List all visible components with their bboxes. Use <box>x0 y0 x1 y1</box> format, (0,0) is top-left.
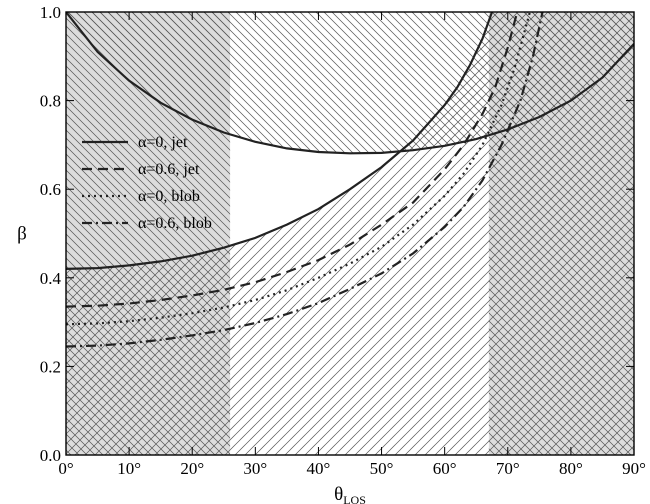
x-tick-label-0: 0° <box>58 459 73 478</box>
legend-label-0: α=0, jet <box>138 134 188 151</box>
y-tick-label-1: 0.2 <box>40 357 61 376</box>
legend-label-3: α=0.6, blob <box>138 215 212 232</box>
legend-label-2: α=0, blob <box>138 188 200 205</box>
hatched-regions <box>66 12 634 455</box>
x-tick-label-1: 10° <box>117 459 141 478</box>
y-tick-label-3: 0.6 <box>40 180 61 199</box>
plot-frame <box>65 11 635 456</box>
x-tick-label-8: 80° <box>559 459 583 478</box>
x-tick-label-4: 40° <box>307 459 331 478</box>
x-tick-label-9: 90° <box>622 459 646 478</box>
x-tick-label-6: 60° <box>433 459 457 478</box>
y-tick-label-4: 0.8 <box>40 92 61 111</box>
y-tick-label-2: 0.4 <box>40 269 62 288</box>
y-tick-label-5: 1.0 <box>40 3 61 22</box>
upper-curve <box>66 12 634 155</box>
x-tick-label-2: 20° <box>180 459 204 478</box>
legend-label-1: α=0.6, jet <box>138 161 200 178</box>
x-axis-label: θLOS <box>334 484 366 504</box>
series-line-2 <box>66 12 531 326</box>
legend: α=0, jet α=0.6, jet α=0, blob α=0.6, blob <box>82 134 212 232</box>
series-line-1 <box>66 12 519 308</box>
axis-ticks: 0° 10° 20° 30° 40° 50° 60° 70° 80° 90° 0.0 0.2 0.4 0.… <box>40 3 646 478</box>
x-tick-label-7: 70° <box>496 459 520 478</box>
y-axis-label: β <box>17 224 27 245</box>
series-line-3 <box>66 12 544 348</box>
y-tick-label-0: 0.0 <box>40 446 61 465</box>
series-line-0 <box>66 12 494 270</box>
x-tick-label-5: 50° <box>370 459 394 478</box>
upper-hatched-region <box>66 12 634 154</box>
series-lines <box>66 12 634 348</box>
x-tick-label-3: 30° <box>243 459 267 478</box>
